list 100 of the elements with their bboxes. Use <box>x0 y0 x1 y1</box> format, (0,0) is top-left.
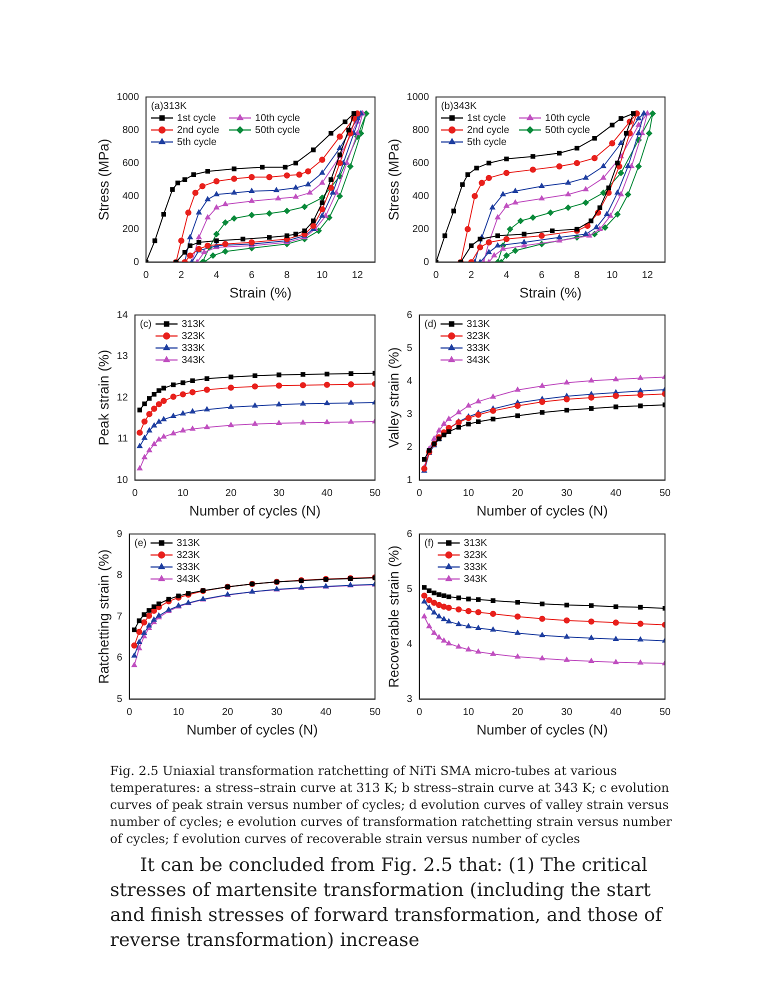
x-tick-label: 40 <box>610 488 622 499</box>
y-tick-label: 6 <box>116 652 123 664</box>
legend-label: 323K <box>464 550 488 561</box>
y-axis-title: Ratchetting strain (%) <box>95 549 112 684</box>
y-tick-label: 13 <box>116 351 128 362</box>
x-tick-label: 50 <box>369 488 381 499</box>
legend-label: 343K <box>466 354 490 366</box>
y-tick-label: 0 <box>133 256 140 268</box>
x-tick-label: 10 <box>316 270 328 281</box>
legend-label: 343K <box>464 574 488 585</box>
x-tick-label: 4 <box>214 270 220 281</box>
x-tick-label: 0 <box>143 270 150 281</box>
y-tick-label: 14 <box>116 310 128 321</box>
annotation: (f) <box>424 538 434 549</box>
legend-label: 333K <box>464 562 488 573</box>
y-axis-title: Peak strain (%) <box>95 350 112 446</box>
y-axis-title: Valley strain (%) <box>385 347 402 448</box>
x-tick-label: 30 <box>561 706 573 718</box>
x-tick-label: 4 <box>504 270 510 281</box>
y-tick-label: 9 <box>116 528 123 540</box>
legend-label: 2nd cycle <box>467 124 510 136</box>
x-axis-title: Number of cycles (N) <box>476 721 608 738</box>
annotation: (c) <box>140 318 152 330</box>
legend-label: 5th cycle <box>467 136 507 148</box>
x-axis-title: Strain (%) <box>519 284 582 300</box>
text: It can be concluded from Fig. 2.5 that: (1) The critical stresses of martensite transformation (including the start and finish stresses of forward transformation, and those of reverse transformation) increase <box>110 854 664 953</box>
legend-label: 10th cycle <box>545 112 591 124</box>
x-tick-label: 40 <box>321 488 333 499</box>
legend-label: 313K <box>464 538 488 549</box>
y-tick-label: 400 <box>122 190 140 202</box>
y-tick-label: 200 <box>412 224 430 235</box>
legend-label: 5th cycle <box>177 136 217 148</box>
legend-label: 343K <box>176 574 200 585</box>
x-tick-label: 10 <box>462 706 474 718</box>
x-tick-label: 50 <box>659 706 671 718</box>
y-tick-label: 600 <box>122 158 140 169</box>
y-tick-label: 1 <box>406 474 413 486</box>
x-tick-label: 20 <box>512 488 524 499</box>
x-axis-title: Number of cycles (N) <box>189 502 321 518</box>
legend-label: 323K <box>466 330 490 342</box>
legend-label: 343K <box>182 354 206 366</box>
legend-label: 323K <box>182 330 206 342</box>
legend-label: 2nd cycle <box>177 124 220 136</box>
y-tick-label: 2 <box>406 442 413 453</box>
y-tick-label: 6 <box>406 310 413 321</box>
x-tick-label: 10 <box>172 706 184 718</box>
y-axis-title: Stress (MPa) <box>95 138 112 220</box>
x-axis-title: Number of cycles (N) <box>476 502 608 518</box>
y-tick-label: 800 <box>122 124 140 136</box>
caption: Fig. 2.5 Uniaxial transformation ratchetting of NiTi SMA micro-tubes at various temperatures: a stress–strain curve at 313 K; b stress–strain curve at 343 K; c evolution curves of peak strain versus number of cycles; d evolution curves of valley strain versus number of cycles; e evolution curves of transformation ratchetting strain versus number of cycles; f evolution curves of recoverable strain versus number of cycles <box>110 762 673 847</box>
x-tick-label: 2 <box>468 270 474 281</box>
legend-label: 333K <box>176 562 200 573</box>
x-tick-label: 10 <box>177 488 189 499</box>
annotation: (b)343K <box>441 100 477 112</box>
x-axis-title: Strain (%) <box>229 284 292 300</box>
y-tick-label: 1000 <box>116 92 140 103</box>
x-tick-label: 12 <box>352 270 364 281</box>
y-tick-label: 600 <box>412 158 430 169</box>
x-tick-label: 30 <box>271 706 283 718</box>
x-tick-label: 50 <box>369 706 381 718</box>
y-tick-label: 4 <box>406 638 413 650</box>
legend-label: 313K <box>176 538 200 549</box>
x-tick-label: 40 <box>320 706 332 718</box>
x-tick-label: 20 <box>225 488 237 499</box>
legend-label: 1st cycle <box>177 112 216 124</box>
x-tick-label: 40 <box>610 706 622 718</box>
x-tick-label: 30 <box>273 488 285 499</box>
x-tick-label: 6 <box>248 270 255 281</box>
y-tick-label: 5 <box>406 342 413 354</box>
y-axis-title: Recoverable strain (%) <box>385 545 402 688</box>
y-tick-label: 10 <box>116 474 128 486</box>
legend-label: 323K <box>176 550 200 561</box>
x-axis-title: Number of cycles (N) <box>186 721 318 738</box>
y-tick-label: 7 <box>116 611 123 622</box>
y-tick-label: 12 <box>116 392 128 404</box>
y-tick-label: 5 <box>406 584 413 595</box>
y-tick-label: 4 <box>406 376 413 387</box>
legend-label: 50th cycle <box>545 124 591 136</box>
x-tick-label: 8 <box>284 270 290 281</box>
x-tick-label: 10 <box>462 488 474 499</box>
x-tick-label: 6 <box>538 270 545 281</box>
y-tick-label: 400 <box>412 190 430 202</box>
x-tick-label: 2 <box>178 270 184 281</box>
legend-label: 313K <box>182 318 206 330</box>
y-tick-label: 200 <box>122 224 140 235</box>
y-tick-label: 5 <box>116 694 123 705</box>
x-tick-label: 30 <box>561 488 573 499</box>
annotation: (a)313K <box>151 100 187 112</box>
legend-label: 333K <box>466 342 490 354</box>
y-tick-label: 11 <box>118 434 128 445</box>
x-tick-label: 20 <box>512 706 524 718</box>
x-tick-label: 50 <box>659 488 671 499</box>
x-tick-label: 0 <box>433 270 440 281</box>
legend-label: 333K <box>182 342 206 354</box>
y-tick-label: 800 <box>412 124 430 136</box>
annotation: (e) <box>134 538 147 549</box>
x-tick-label: 20 <box>222 706 234 718</box>
y-tick-label: 6 <box>406 528 413 540</box>
legend-label: 313K <box>466 318 490 330</box>
y-tick-label: 8 <box>116 570 123 582</box>
